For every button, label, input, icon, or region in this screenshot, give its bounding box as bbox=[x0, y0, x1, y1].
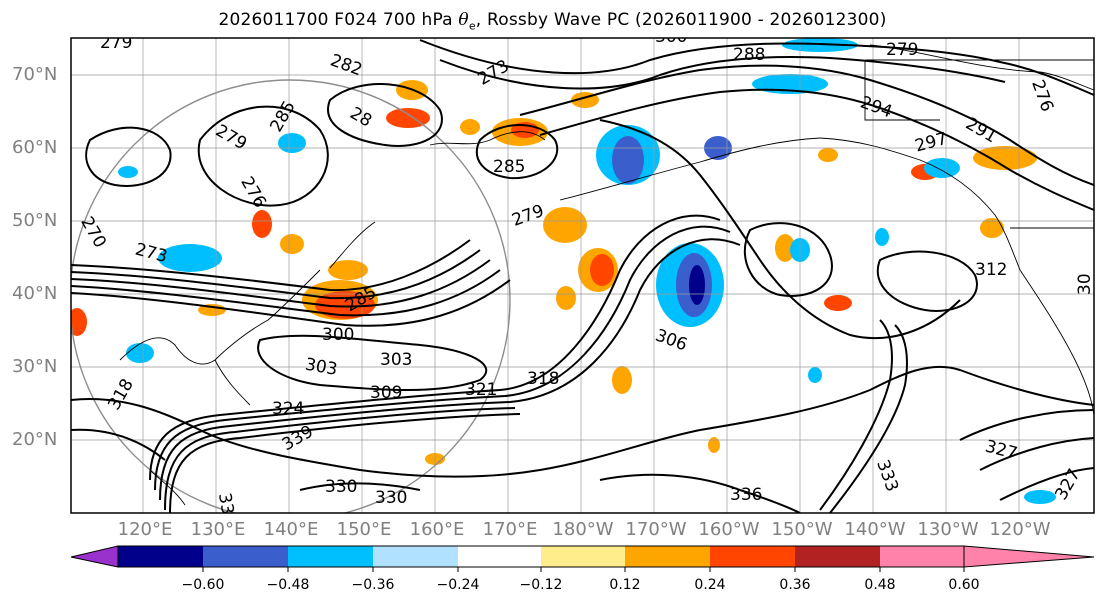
title-suffix: , Rossby Wave PC (2026011900 - 202601230… bbox=[475, 10, 887, 30]
lat-label-60n: 60°N bbox=[12, 137, 58, 158]
lon-label-150w: 150°W bbox=[771, 519, 833, 540]
colorbar-tick-label: 0.48 bbox=[864, 577, 896, 593]
contour-label: 288 bbox=[733, 45, 765, 65]
lon-label-150e: 150°E bbox=[336, 519, 392, 540]
lat-label-40n: 40°N bbox=[12, 283, 58, 304]
contour-label: 279 bbox=[886, 40, 918, 60]
colorbar-tick-label: −0.24 bbox=[436, 577, 480, 593]
lon-label-180w: 180°W bbox=[552, 519, 614, 540]
map-frame bbox=[70, 37, 1095, 514]
contour-label: 33 bbox=[214, 491, 237, 516]
contour-label: 321 bbox=[465, 380, 497, 400]
title-prefix: 2026011700 F024 700 hPa bbox=[218, 10, 459, 30]
reference-circle bbox=[71, 79, 511, 513]
lon-label-170w: 170°W bbox=[625, 519, 687, 540]
contour-label: 324 bbox=[272, 399, 304, 419]
contour-label: 330 bbox=[325, 477, 357, 497]
lat-label-50n: 50°N bbox=[12, 210, 58, 231]
colorbar-tick-label: 0.12 bbox=[609, 577, 641, 593]
contour-label: 303 bbox=[380, 350, 412, 370]
contour-label: 300 bbox=[655, 27, 687, 47]
contour-label: 330 bbox=[375, 488, 407, 508]
colorbar-tick-label: −0.48 bbox=[266, 577, 310, 593]
lon-label-160e: 160°E bbox=[409, 519, 465, 540]
colorbar-tick-label: 0.36 bbox=[779, 577, 811, 593]
title-symbol: θ bbox=[458, 10, 469, 30]
colorbar-tick-label: 0.24 bbox=[694, 577, 726, 593]
lon-label-140e: 140°E bbox=[263, 519, 319, 540]
colorbar-tick-label: −0.12 bbox=[519, 577, 563, 593]
contour-label: 279 bbox=[100, 33, 132, 53]
lon-label-130w: 130°W bbox=[917, 519, 979, 540]
lon-label-170e: 170°E bbox=[482, 519, 538, 540]
colorbar bbox=[70, 545, 1095, 572]
lat-label-20n: 20°N bbox=[12, 429, 58, 450]
lon-label-160w: 160°W bbox=[698, 519, 760, 540]
title-subscript: e bbox=[468, 19, 476, 33]
figure-title: 2026011700 F024 700 hPa θe, Rossby Wave … bbox=[0, 10, 1105, 32]
contour-label: 309 bbox=[370, 383, 402, 403]
contour-label: 285 bbox=[493, 157, 525, 177]
theta-e-contours bbox=[71, 39, 1094, 513]
contour-label: 336 bbox=[730, 485, 762, 505]
lon-label-130e: 130°E bbox=[190, 519, 246, 540]
colorbar-tick-label: −0.36 bbox=[351, 577, 395, 593]
lat-label-70n: 70°N bbox=[12, 64, 58, 85]
lat-label-30n: 30°N bbox=[12, 356, 58, 377]
colorbar-tick-label: 0.60 bbox=[948, 577, 980, 593]
negative-anomaly-shading bbox=[118, 38, 1056, 504]
coastlines bbox=[119, 44, 1094, 506]
contour-label: 300 bbox=[322, 325, 354, 345]
lon-label-120e: 120°E bbox=[117, 519, 173, 540]
colorbar-tick-label: −0.60 bbox=[181, 577, 225, 593]
contour-label: 312 bbox=[975, 260, 1007, 280]
contour-label: 30 bbox=[1075, 273, 1095, 295]
lon-label-140w: 140°W bbox=[844, 519, 906, 540]
lon-label-120w: 120°W bbox=[989, 519, 1051, 540]
contour-label: 318 bbox=[527, 369, 559, 389]
